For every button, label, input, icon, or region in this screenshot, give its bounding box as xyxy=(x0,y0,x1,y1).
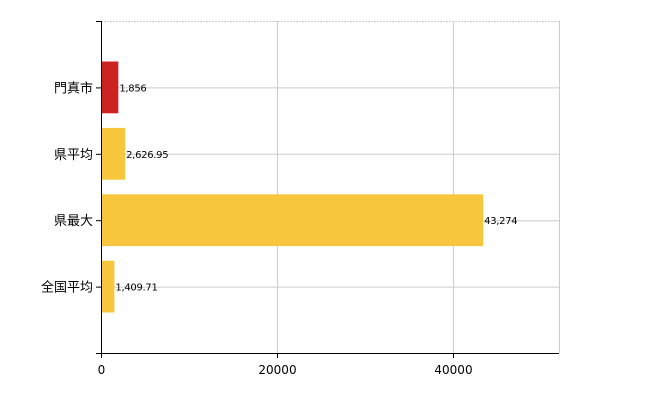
bar xyxy=(102,194,484,247)
x-tick-label: 40000 xyxy=(434,363,472,377)
axes xyxy=(96,21,559,358)
bar xyxy=(102,127,126,180)
x-tick-label: 20000 xyxy=(258,363,296,377)
data-label: 1,856 xyxy=(119,83,146,94)
category-label: 門真市 xyxy=(54,80,93,96)
labels: 門真市 1,856 県平均 2,626.95 県最大 43,274 全国平均 1,409.71… xyxy=(41,80,518,377)
category-label: 県平均 xyxy=(54,148,93,163)
x-tick-label: 0 xyxy=(98,363,106,377)
category-label: 県最大 xyxy=(54,214,93,229)
data-label: 2,626.95 xyxy=(126,150,168,161)
category-label: 全国平均 xyxy=(41,280,93,296)
bars xyxy=(102,61,484,313)
data-label: 43,274 xyxy=(484,216,517,227)
data-label: 1,409.71 xyxy=(115,283,157,294)
grid xyxy=(101,21,560,353)
bar xyxy=(102,61,119,114)
bar xyxy=(102,260,115,313)
